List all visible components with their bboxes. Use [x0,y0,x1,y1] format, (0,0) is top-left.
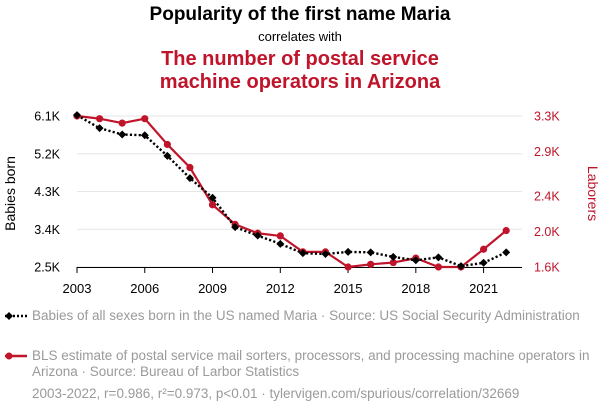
y-left-tick-label: 2.5K [34,261,60,275]
y-right-tick-label: 2.0K [534,225,560,239]
data-point-babies [140,131,149,140]
x-tick-label: 2021 [469,281,498,296]
series-line-babies [76,114,507,268]
x-tick-label: 2015 [334,281,363,296]
chart-title-secondary: The number of postal service machine ope… [0,48,600,94]
data-point-laborers [479,245,488,253]
data-point-babies [185,174,194,183]
chart-subtitle: correlates with [258,29,342,44]
data-point-laborers [208,201,217,209]
data-point-laborers [186,163,194,172]
data-point-babies [434,253,443,262]
data-point-babies [95,124,104,133]
data-point-laborers [276,232,284,240]
y-axis-right-label: Laborers [585,166,600,221]
data-point-babies [298,249,307,258]
data-point-babies [344,247,353,256]
data-point-babies [163,151,172,160]
x-tick-label: 2009 [198,281,227,296]
legend-label-series1: Babies of all sexes born in the US named… [32,308,580,323]
data-point-babies [73,111,81,120]
chart-footer: 2003-2022, r=0.986, r²=0.973, p<0.01 · t… [32,386,520,401]
y-left-tick-label: 4.3K [34,185,60,199]
data-point-babies [208,193,217,202]
legend-marker-series2 [5,352,27,360]
series-line-laborers [76,114,507,269]
y-right-tick-label: 2.4K [534,189,560,203]
data-point-babies [389,252,398,261]
y-right-tick-label: 3.3K [534,110,560,124]
data-point-babies [276,239,285,248]
data-point-laborers [367,260,375,268]
data-point-babies [502,248,511,257]
y-left-tick-label: 3.4K [34,223,60,237]
x-tick-label: 2003 [63,281,92,296]
chart-title: Popularity of the first name Maria [149,4,451,25]
data-point-babies [411,256,420,265]
y-right-tick-label: 1.6K [534,261,560,275]
x-tick-label: 2012 [266,281,295,296]
data-point-laborers [95,115,104,123]
data-point-laborers [118,119,126,127]
data-point-babies [321,249,330,258]
legend-label-series2: BLS estimate of postal service mail sort… [32,348,590,379]
data-point-laborers [141,115,149,123]
y-left-tick-label: 5.2K [34,147,60,161]
data-point-babies [231,223,240,232]
x-tick-label: 2018 [401,281,430,296]
y-axis-left-label: Babies born [2,156,18,231]
y-right-tick-label: 2.9K [534,145,560,159]
y-left-tick-label: 6.1K [34,110,60,124]
x-tick-label: 2006 [130,281,159,296]
data-point-babies [457,262,466,271]
data-point-babies [479,258,488,267]
chart-title-secondary-line1: The number of postal service [161,48,439,70]
data-point-babies [366,248,375,257]
data-point-laborers [163,140,171,149]
data-point-babies [253,231,262,240]
chart-title-secondary-line2: machine operators in Arizona [159,71,441,93]
legend-marker-series1 [5,312,27,320]
data-point-laborers [502,226,510,235]
data-point-laborers [344,263,352,271]
data-point-laborers [389,258,397,267]
data-point-babies [118,130,127,139]
data-point-laborers [434,263,443,271]
